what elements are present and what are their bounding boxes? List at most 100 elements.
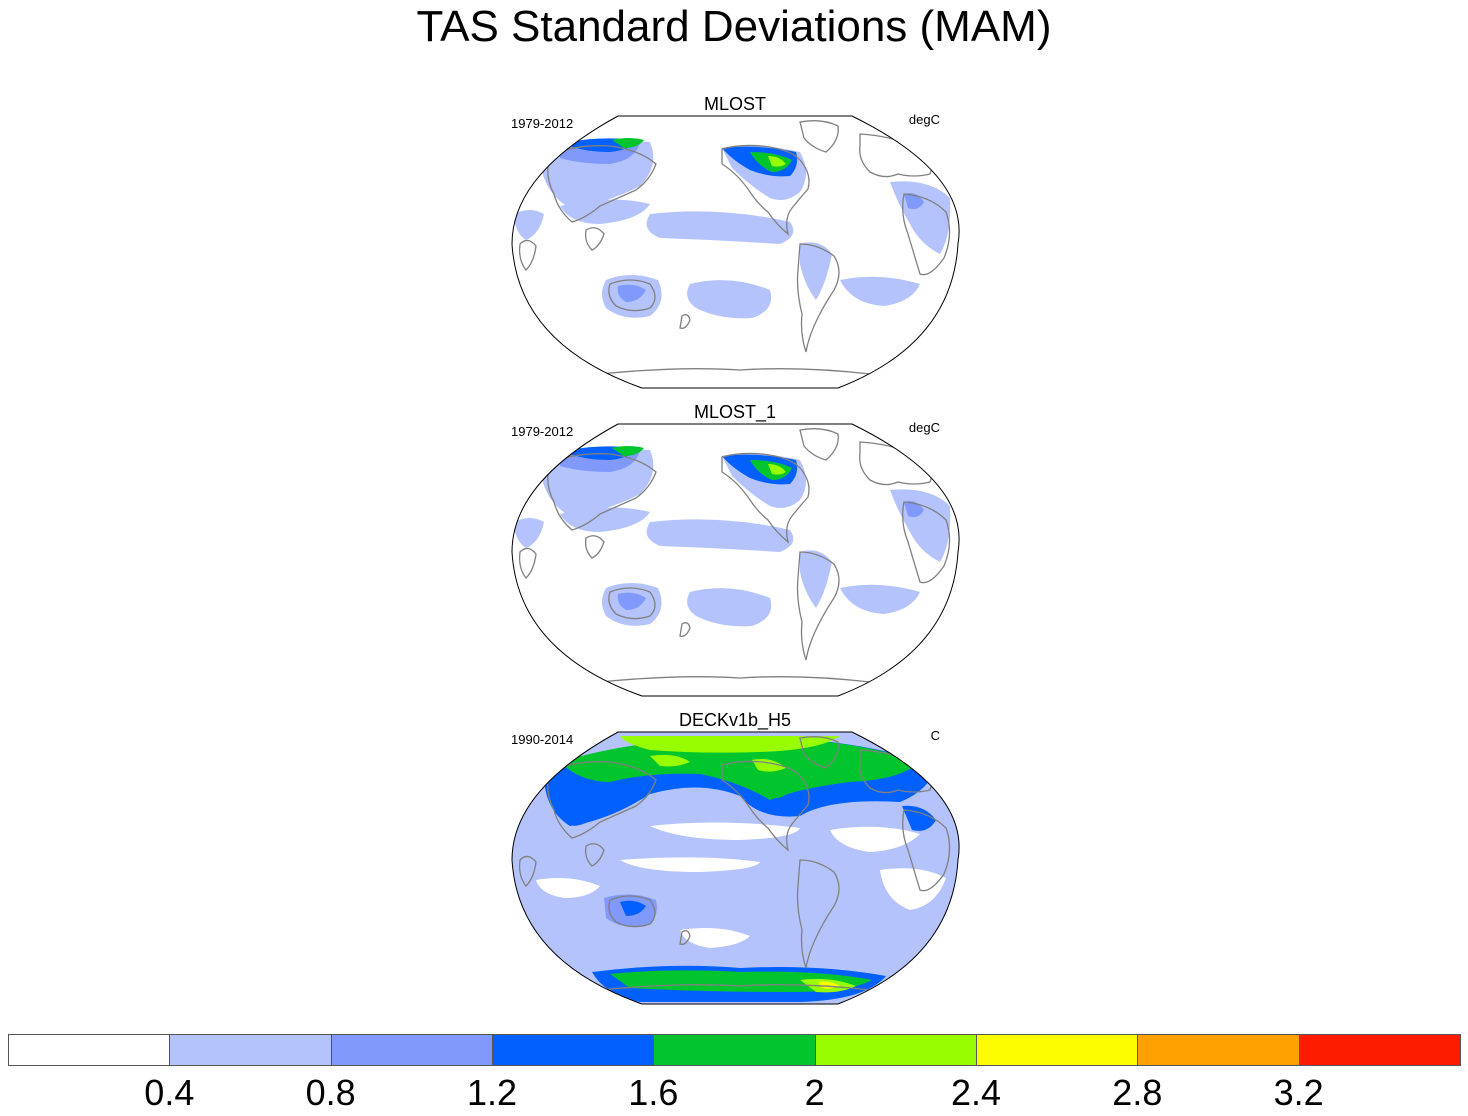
colorbar-tick-label: 0.4 bbox=[144, 1072, 195, 1113]
colorbar-tick-label: 1.2 bbox=[466, 1072, 518, 1113]
field-contour bbox=[680, 928, 750, 948]
coastline bbox=[584, 227, 605, 251]
field-contour bbox=[610, 970, 872, 992]
panel-title: MLOST bbox=[703, 94, 766, 114]
panel-units: degC bbox=[908, 420, 940, 435]
world-map bbox=[511, 115, 960, 389]
coastline bbox=[721, 760, 810, 852]
coastline bbox=[721, 144, 810, 236]
map-panel-mlost: MLOST 1979-2012 degC bbox=[500, 94, 970, 394]
field-contour bbox=[840, 276, 920, 306]
field-contour bbox=[650, 754, 690, 767]
colorbar-swatch bbox=[169, 1034, 332, 1066]
panel-units: degC bbox=[908, 112, 940, 127]
field-contour bbox=[646, 519, 794, 552]
field-contour bbox=[612, 446, 644, 456]
coastline bbox=[599, 984, 871, 991]
map-outline bbox=[511, 115, 960, 389]
coastline bbox=[547, 453, 657, 531]
coastline bbox=[902, 193, 951, 276]
colorbar-tick-label: 2.4 bbox=[950, 1072, 1002, 1113]
coastline bbox=[584, 843, 605, 867]
colorbar-swatch bbox=[814, 1034, 977, 1066]
coastline bbox=[796, 243, 840, 353]
coastline bbox=[679, 314, 691, 329]
field-contour bbox=[830, 826, 920, 852]
main-title: TAS Standard Deviations (MAM) bbox=[416, 2, 1052, 51]
map-field bbox=[512, 116, 960, 388]
coastline bbox=[799, 736, 839, 769]
coastline bbox=[599, 368, 871, 375]
colorbar-swatch bbox=[330, 1034, 493, 1066]
colorbar-swatch bbox=[976, 1034, 1139, 1066]
coastline bbox=[518, 547, 537, 579]
coastline bbox=[547, 761, 657, 839]
coastline bbox=[679, 930, 691, 945]
map-outline bbox=[511, 731, 960, 1005]
field-contour bbox=[620, 736, 840, 753]
field-contour bbox=[768, 464, 786, 475]
panel-period: 1979-2012 bbox=[511, 424, 574, 439]
field-contour bbox=[902, 805, 936, 831]
field-contour bbox=[760, 779, 790, 798]
coastline bbox=[799, 428, 839, 461]
colorbar-swatch bbox=[1298, 1034, 1461, 1066]
field-contour bbox=[556, 803, 600, 826]
colorbar-swatch bbox=[653, 1034, 816, 1066]
coastline bbox=[608, 587, 656, 620]
field-contour bbox=[536, 878, 600, 898]
field-contour bbox=[514, 518, 544, 548]
coastline bbox=[518, 855, 537, 887]
coastline bbox=[679, 622, 691, 637]
colorbar-tick-label: 1.6 bbox=[628, 1072, 679, 1113]
world-map bbox=[511, 423, 960, 697]
coastline bbox=[518, 239, 537, 271]
field-contour bbox=[560, 736, 920, 800]
colorbar-swatch bbox=[8, 1034, 171, 1066]
field-contour bbox=[620, 900, 646, 916]
map-field bbox=[512, 732, 960, 1004]
field-contour bbox=[514, 751, 958, 994]
field-contour bbox=[800, 550, 832, 608]
colorbar bbox=[8, 1034, 1461, 1068]
colorbar-tick-label: 2.8 bbox=[1112, 1072, 1163, 1113]
panel-period: 1990-2014 bbox=[511, 732, 574, 747]
field-contour bbox=[840, 584, 920, 614]
field-contour bbox=[646, 211, 794, 244]
colorbar-tick-label: 2 bbox=[804, 1072, 825, 1113]
colorbar-swatch bbox=[492, 1034, 655, 1066]
map-outline bbox=[511, 423, 960, 697]
coastline bbox=[584, 535, 605, 559]
field-contour bbox=[687, 588, 772, 627]
field-contour bbox=[687, 280, 772, 319]
field-contour bbox=[514, 210, 544, 240]
field-contour bbox=[617, 284, 646, 302]
map-panel-deckv1b-h5: DECKv1b_H5 1990-2014 C bbox=[500, 710, 970, 1010]
colorbar-tick-label: 0.8 bbox=[305, 1072, 356, 1113]
coastline bbox=[796, 551, 840, 661]
field-contour bbox=[890, 181, 951, 254]
world-map bbox=[511, 731, 960, 1005]
field-contour bbox=[612, 138, 644, 148]
coastline bbox=[902, 501, 951, 584]
coastline bbox=[547, 145, 657, 223]
field-contour bbox=[890, 489, 951, 562]
map-panel-mlost-1: MLOST_1 1979-2012 degC bbox=[500, 402, 970, 702]
coastline bbox=[721, 452, 810, 544]
colorbar-tick-label: 3.2 bbox=[1273, 1072, 1324, 1113]
coastline bbox=[799, 120, 839, 153]
field-contour bbox=[620, 857, 760, 872]
coastline bbox=[796, 859, 840, 969]
field-contour bbox=[768, 156, 786, 167]
coastline bbox=[608, 895, 656, 928]
field-contour bbox=[650, 822, 800, 840]
panel-period: 1979-2012 bbox=[511, 116, 574, 131]
map-field bbox=[512, 424, 960, 696]
coastline bbox=[599, 676, 871, 683]
panel-title: MLOST_1 bbox=[693, 402, 777, 422]
coastline bbox=[902, 809, 951, 892]
field-contour bbox=[617, 592, 646, 610]
panel-title: DECKv1b_H5 bbox=[678, 710, 792, 730]
field-contour bbox=[800, 242, 832, 300]
field-contour bbox=[880, 868, 946, 910]
